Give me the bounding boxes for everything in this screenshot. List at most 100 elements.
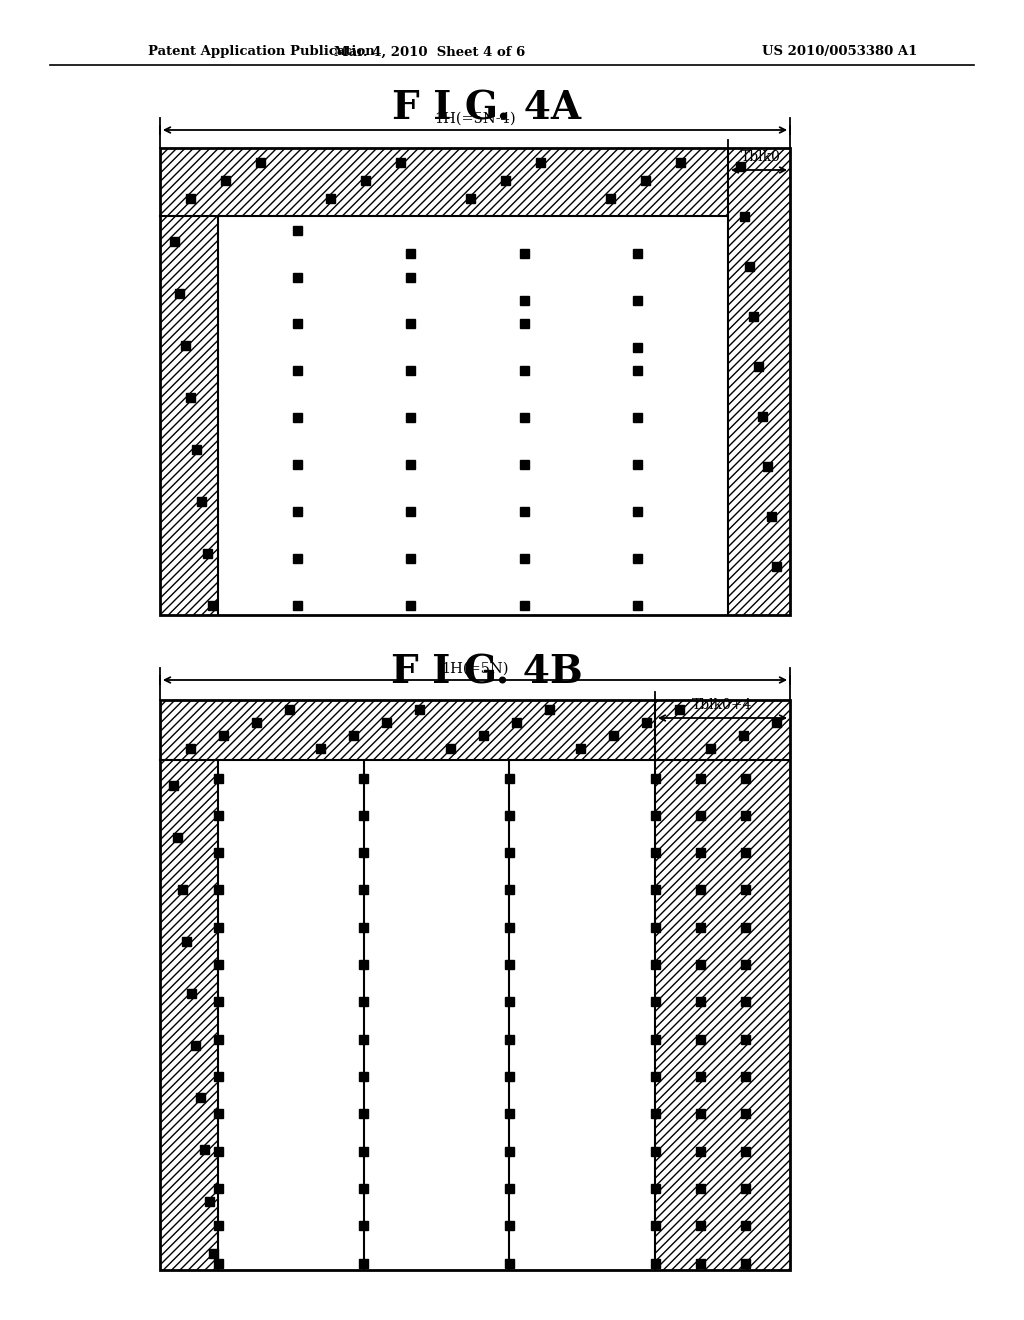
Bar xyxy=(256,157,264,166)
Bar xyxy=(218,730,227,739)
Bar xyxy=(695,810,705,820)
Bar xyxy=(218,216,728,615)
Bar xyxy=(512,718,520,726)
Bar xyxy=(359,1258,369,1267)
Bar xyxy=(641,718,650,726)
Bar xyxy=(771,561,780,570)
Bar xyxy=(740,1258,750,1267)
Bar xyxy=(695,998,705,1006)
Bar xyxy=(160,216,218,615)
Bar xyxy=(650,886,659,895)
Bar xyxy=(519,601,528,610)
Bar xyxy=(205,1196,213,1205)
Bar xyxy=(633,296,642,305)
Bar xyxy=(519,507,528,516)
Bar xyxy=(213,923,222,932)
Bar xyxy=(728,148,790,615)
Bar xyxy=(505,1035,514,1044)
Bar xyxy=(519,319,528,329)
Bar xyxy=(519,249,528,257)
Bar xyxy=(738,730,748,739)
Bar xyxy=(695,1072,705,1081)
Bar xyxy=(208,601,217,610)
Bar xyxy=(650,810,659,820)
Bar xyxy=(767,511,776,520)
Bar xyxy=(575,743,585,752)
Bar xyxy=(740,1035,750,1044)
Bar xyxy=(676,157,684,166)
Text: Tblk0+4: Tblk0+4 xyxy=(692,698,753,711)
Bar xyxy=(293,507,302,516)
Bar xyxy=(695,774,705,783)
Bar xyxy=(185,743,195,752)
Text: F I G. 4B: F I G. 4B xyxy=(391,653,583,690)
Bar xyxy=(293,461,302,470)
Bar xyxy=(191,445,201,454)
Bar xyxy=(650,1221,659,1230)
Bar xyxy=(633,601,642,610)
Bar xyxy=(182,936,191,945)
Bar xyxy=(213,886,222,895)
Bar xyxy=(763,462,771,470)
Bar xyxy=(252,718,260,726)
Bar xyxy=(633,249,642,257)
Bar xyxy=(293,554,302,564)
Bar xyxy=(740,849,750,857)
Bar xyxy=(213,1147,222,1155)
Bar xyxy=(633,413,642,422)
Bar xyxy=(359,1221,369,1230)
Bar xyxy=(170,236,178,246)
Bar xyxy=(359,923,369,932)
Bar xyxy=(407,507,415,516)
Bar xyxy=(160,700,790,1270)
Bar xyxy=(175,289,184,297)
Bar xyxy=(213,1221,222,1230)
Bar xyxy=(466,194,474,202)
Bar xyxy=(213,774,222,783)
Bar xyxy=(360,176,370,185)
Bar xyxy=(519,554,528,564)
Bar xyxy=(186,989,196,998)
Bar xyxy=(771,718,780,726)
Bar xyxy=(213,1035,222,1044)
Bar xyxy=(505,774,514,783)
Bar xyxy=(650,849,659,857)
Bar xyxy=(695,1258,705,1267)
Bar xyxy=(359,1072,369,1081)
Bar xyxy=(191,1040,200,1049)
Bar xyxy=(740,810,750,820)
Bar xyxy=(213,1072,222,1081)
Bar xyxy=(505,1258,514,1267)
Text: 1H(=5N): 1H(=5N) xyxy=(441,663,509,676)
Bar xyxy=(293,601,302,610)
Bar xyxy=(359,810,369,820)
Bar xyxy=(740,1184,750,1193)
Bar xyxy=(160,700,790,760)
Bar xyxy=(608,730,617,739)
Bar xyxy=(293,226,302,235)
Bar xyxy=(740,923,750,932)
Bar xyxy=(650,1035,659,1044)
Bar xyxy=(536,157,545,166)
Bar xyxy=(505,1184,514,1193)
Bar xyxy=(180,341,189,350)
Bar xyxy=(695,849,705,857)
Bar xyxy=(395,157,404,166)
Bar xyxy=(505,923,514,932)
Bar xyxy=(218,760,655,1270)
Bar xyxy=(213,1184,222,1193)
Bar xyxy=(740,998,750,1006)
Bar xyxy=(200,1144,209,1154)
Bar xyxy=(177,884,186,894)
Bar xyxy=(633,554,642,564)
Bar xyxy=(754,362,763,371)
Bar xyxy=(415,705,424,714)
Bar xyxy=(293,272,302,281)
Bar xyxy=(315,743,325,752)
Bar xyxy=(505,1221,514,1230)
Bar xyxy=(213,849,222,857)
Bar xyxy=(740,1109,750,1118)
Bar xyxy=(407,249,415,257)
Bar xyxy=(213,1109,222,1118)
Bar xyxy=(169,780,177,789)
